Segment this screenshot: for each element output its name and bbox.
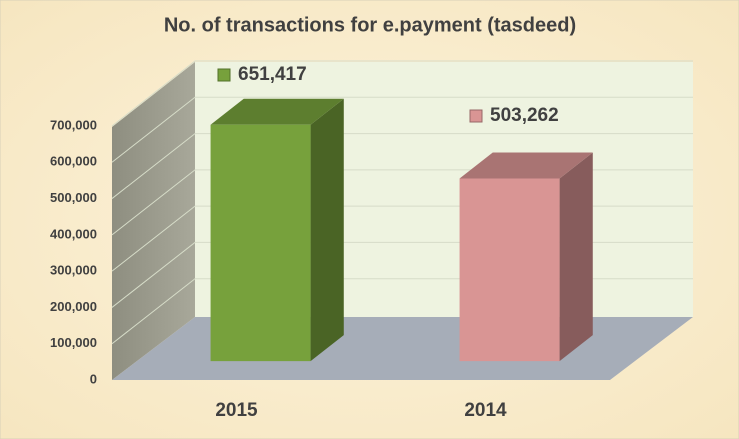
grid-line <box>111 133 693 199</box>
y-tick-label: 100,000 <box>50 335 97 350</box>
bar-top <box>210 98 344 125</box>
value-label: 503,262 <box>490 105 559 126</box>
marks <box>210 98 593 362</box>
bar <box>459 178 560 362</box>
bar-top <box>459 152 593 179</box>
y-tick-label: 0 <box>90 371 97 386</box>
y-tick-label: 400,000 <box>50 226 97 241</box>
value-label-key <box>469 109 483 123</box>
grid-line <box>111 96 693 163</box>
x-tick-label: 2014 <box>464 400 507 421</box>
bar-side <box>310 98 344 362</box>
y-tick-label: 300,000 <box>50 263 97 278</box>
value-label-key <box>217 68 231 82</box>
chart-title: No. of transactions for e.payment (tasde… <box>164 14 576 36</box>
y-tick-label: 200,000 <box>50 299 97 314</box>
grid-line <box>111 60 693 127</box>
y-tick-label: 600,000 <box>50 154 97 169</box>
bar-side <box>559 152 593 362</box>
bar <box>210 124 311 362</box>
floor <box>112 317 693 380</box>
x-tick-label: 2015 <box>215 400 258 421</box>
y-tick-label: 700,000 <box>50 117 97 132</box>
side-wall <box>112 62 195 380</box>
y-tick-label: 500,000 <box>50 190 97 205</box>
value-label: 651,417 <box>238 64 307 85</box>
